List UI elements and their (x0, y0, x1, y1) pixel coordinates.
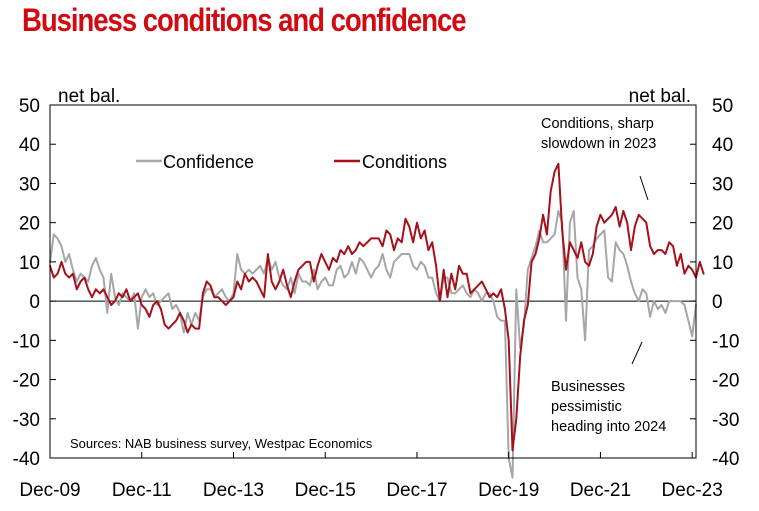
y-tick-label-right: 0 (712, 292, 723, 313)
y-tick-label-left: 20 (19, 214, 40, 235)
x-tick-label: Dec-09 (19, 480, 80, 501)
y-tick-label-left: -10 (13, 331, 40, 352)
y-tick-label-right: 20 (712, 214, 733, 235)
y-tick-label-left: -20 (13, 371, 40, 392)
x-tick-label: Dec-13 (203, 480, 264, 501)
y-tick-label-right: -30 (712, 410, 739, 431)
y-tick-label-right: -20 (712, 371, 739, 392)
y-tick-label-left: -30 (13, 410, 40, 431)
y-tick-label-right: 30 (712, 174, 733, 195)
plot-area-frame (49, 104, 697, 459)
y-tick-label-left: 30 (19, 174, 40, 195)
y-tick-label-left: 10 (19, 253, 40, 274)
legend-label-confidence: Confidence (163, 152, 254, 172)
y-tick-label-right: 50 (712, 96, 733, 117)
y-axis-label-right: net bal. (629, 86, 691, 107)
x-tick-label: Dec-11 (112, 480, 172, 501)
annotation-businesses-line1: Businesses (551, 379, 625, 395)
annotation-businesses-line3: heading into 2024 (551, 419, 666, 435)
x-tick-label: Dec-17 (386, 480, 447, 501)
y-tick-label-right: 40 (712, 135, 733, 156)
source-note: Sources: NAB business survey, Westpac Ec… (70, 436, 373, 451)
x-tick-label: Dec-15 (295, 480, 356, 501)
annotation-conditions-line2: slowdown in 2023 (541, 136, 656, 152)
annotation-conditions-line1: Conditions, sharp (541, 116, 654, 132)
y-tick-label-right: -10 (712, 331, 739, 352)
annotation-businesses-pointer (631, 341, 643, 365)
y-axis-label-left: net bal. (58, 86, 120, 107)
legend-label-conditions: Conditions (362, 152, 447, 172)
chart-title: Business conditions and confidence (22, 2, 467, 38)
y-tick-label-left: 50 (19, 96, 40, 117)
series-line-conditions (49, 162, 705, 452)
x-tick-label: Dec-21 (570, 480, 631, 501)
annotation-conditions-pointer (639, 175, 649, 201)
legend: Confidence Conditions (136, 152, 447, 172)
y-tick-label-right: -40 (712, 449, 739, 470)
annotation-businesses-line2: pessimistic (551, 399, 622, 415)
x-tick-label: Dec-23 (662, 480, 723, 501)
x-tick-label: Dec-19 (478, 480, 539, 501)
y-tick-label-left: 0 (29, 292, 40, 313)
y-tick-label-left: 40 (19, 135, 40, 156)
y-tick-label-left: -40 (13, 449, 40, 470)
y-tick-label-right: 10 (712, 253, 733, 274)
